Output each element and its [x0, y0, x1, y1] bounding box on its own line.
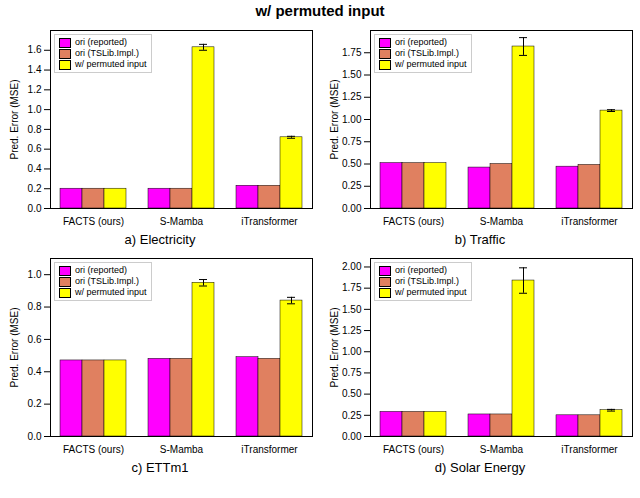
svg-text:0.25: 0.25	[342, 410, 362, 421]
svg-text:0.75: 0.75	[342, 367, 362, 378]
html-text:a) Electricity: a) Electricity	[124, 232, 196, 247]
svg-text:Pred. Error (MSE): Pred. Error (MSE)	[329, 307, 340, 387]
html-text:ori (TSLib.Impl.): ori (TSLib.Impl.)	[395, 276, 459, 286]
html-text:ori (reported): ori (reported)	[395, 265, 447, 275]
svg-text:1.0: 1.0	[28, 269, 42, 280]
svg-text:0.2: 0.2	[28, 398, 42, 409]
html-text:w/ permuted input: w/ permuted input	[255, 2, 385, 19]
svg-text:0.4: 0.4	[28, 163, 42, 174]
svg-text:FACTS (ours): FACTS (ours)	[63, 444, 124, 455]
html-text:ori (TSLib.Impl.): ori (TSLib.Impl.)	[75, 276, 139, 286]
svg-text:1.0: 1.0	[28, 104, 42, 115]
svg-text:0.6: 0.6	[28, 143, 42, 154]
svg-text:0.00: 0.00	[342, 203, 362, 214]
svg-text:iTransformer: iTransformer	[241, 444, 298, 455]
svg-text:iTransformer: iTransformer	[241, 216, 298, 227]
html-text:w/ permuted input: w/ permuted input	[75, 59, 147, 69]
html-text:c) ETTm1: c) ETTm1	[131, 460, 189, 475]
svg-text:Pred. Error (MSE): Pred. Error (MSE)	[9, 307, 20, 387]
svg-text:0.4: 0.4	[28, 366, 42, 377]
html-text:ori (TSLib.Impl.): ori (TSLib.Impl.)	[395, 48, 459, 58]
svg-text:1.6: 1.6	[28, 44, 42, 55]
svg-text:0.6: 0.6	[28, 334, 42, 345]
svg-text:0.50: 0.50	[342, 158, 362, 169]
html-text:w/ permuted input: w/ permuted input	[395, 287, 467, 297]
svg-text:2.00: 2.00	[342, 261, 362, 272]
html-text:ori (reported): ori (reported)	[75, 265, 127, 275]
svg-text:1.4: 1.4	[28, 64, 42, 75]
svg-text:0.0: 0.0	[28, 203, 42, 214]
svg-text:0.8: 0.8	[28, 124, 42, 135]
svg-text:1.2: 1.2	[28, 84, 42, 95]
svg-text:0.25: 0.25	[342, 180, 362, 191]
svg-text:0.00: 0.00	[342, 431, 362, 442]
html-text:d) Solar Energy: d) Solar Energy	[434, 460, 526, 475]
svg-text:1.50: 1.50	[342, 304, 362, 315]
svg-text:FACTS (ours): FACTS (ours)	[63, 216, 124, 227]
html-text:ori (reported): ori (reported)	[75, 37, 127, 47]
svg-text:0.2: 0.2	[28, 183, 42, 194]
svg-text:FACTS (ours): FACTS (ours)	[383, 444, 444, 455]
svg-text:Pred. Error (MSE): Pred. Error (MSE)	[329, 79, 340, 159]
svg-text:iTransformer: iTransformer	[561, 444, 618, 455]
svg-text:0.75: 0.75	[342, 136, 362, 147]
html-text:b) Traffic: b) Traffic	[454, 232, 506, 247]
svg-text:1.00: 1.00	[342, 114, 362, 125]
html-text:ori (reported): ori (reported)	[395, 37, 447, 47]
svg-text:1.75: 1.75	[342, 282, 362, 293]
svg-text:1.50: 1.50	[342, 69, 362, 80]
svg-text:0.8: 0.8	[28, 301, 42, 312]
html-text:ori (TSLib.Impl.): ori (TSLib.Impl.)	[75, 48, 139, 58]
svg-text:0.0: 0.0	[28, 431, 42, 442]
svg-text:1.75: 1.75	[342, 47, 362, 58]
svg-text:S-Mamba: S-Mamba	[160, 444, 204, 455]
svg-text:S-Mamba: S-Mamba	[160, 216, 204, 227]
html-text:w/ permuted input: w/ permuted input	[75, 287, 147, 297]
svg-text:0.50: 0.50	[342, 388, 362, 399]
svg-text:Pred. Error (MSE): Pred. Error (MSE)	[9, 79, 20, 159]
svg-text:S-Mamba: S-Mamba	[480, 444, 524, 455]
svg-text:1.00: 1.00	[342, 346, 362, 357]
html-text:w/ permuted input: w/ permuted input	[395, 59, 467, 69]
svg-text:S-Mamba: S-Mamba	[480, 216, 524, 227]
svg-text:1.25: 1.25	[342, 325, 362, 336]
svg-text:1.25: 1.25	[342, 91, 362, 102]
svg-text:FACTS (ours): FACTS (ours)	[383, 216, 444, 227]
svg-text:iTransformer: iTransformer	[561, 216, 618, 227]
